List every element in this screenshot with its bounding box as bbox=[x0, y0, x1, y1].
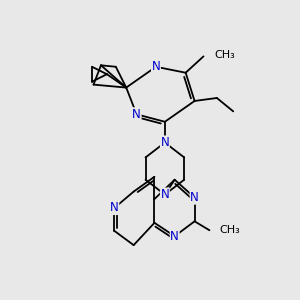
Text: N: N bbox=[190, 191, 199, 204]
Text: N: N bbox=[152, 60, 160, 73]
Text: N: N bbox=[170, 230, 179, 243]
Text: N: N bbox=[160, 188, 169, 201]
Text: CH₃: CH₃ bbox=[220, 225, 241, 235]
Text: CH₃: CH₃ bbox=[214, 50, 235, 60]
Text: N: N bbox=[160, 136, 169, 149]
Text: N: N bbox=[110, 202, 119, 214]
Text: N: N bbox=[132, 108, 141, 121]
